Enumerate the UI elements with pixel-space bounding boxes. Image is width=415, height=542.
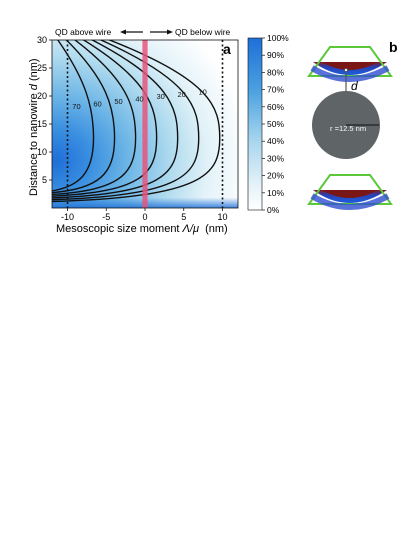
colorbar-tick-label: 0% bbox=[267, 205, 280, 215]
x-tick-label: 5 bbox=[181, 212, 186, 222]
y-axis-label: Distance to nanowire d (nm) bbox=[28, 58, 40, 196]
quantum-dot-bottom bbox=[307, 174, 393, 210]
contour-label: 40 bbox=[135, 95, 143, 104]
contour-line bbox=[52, 40, 221, 203]
colorbar-tick-label: 100% bbox=[267, 33, 289, 43]
heatmap-panel: 70 60 50 40 30 20 10 -10 -5 0 5 10 5 10 15 20 25 30 a Q… bbox=[28, 27, 239, 235]
y-tick-label: 30 bbox=[37, 35, 47, 45]
contour-line bbox=[52, 40, 116, 194]
colorbar-tick-label: 80% bbox=[267, 67, 284, 77]
nanowire-cross-section: r =12.5 nm bbox=[312, 91, 380, 159]
zero-moment-band bbox=[142, 40, 148, 208]
contour-label: 30 bbox=[156, 92, 164, 101]
colorbar-tick-label: 20% bbox=[267, 171, 284, 181]
annotation-qd-below-wire: QD below wire bbox=[175, 27, 231, 37]
contour-label: 50 bbox=[114, 97, 122, 106]
x-axis-label: Mesoscopic size moment Λ/μ (nm) bbox=[56, 223, 228, 235]
quantum-dot-top bbox=[307, 46, 393, 82]
colorbar-ticks: 100% 90% 80% 70% 60% 50% 40% 30% 20% 10% 0% bbox=[262, 33, 289, 215]
colorbar-tick-label: 70% bbox=[267, 85, 284, 95]
contour-line bbox=[52, 40, 95, 192]
colorbar-tick-label: 10% bbox=[267, 188, 284, 198]
x-axis-ticks: -10 -5 0 5 10 bbox=[61, 208, 228, 222]
distance-marker: d bbox=[344, 68, 358, 93]
contour-line bbox=[52, 40, 200, 201]
panel-label-a: a bbox=[223, 41, 231, 57]
x-tick-label: -5 bbox=[102, 212, 110, 222]
colorbar-tick-label: 90% bbox=[267, 50, 284, 60]
y-tick-label: 25 bbox=[37, 63, 47, 73]
schematic-panel: b d r =12.5 nm bbox=[307, 39, 398, 210]
panel-label-b: b bbox=[389, 39, 398, 55]
y-tick-label: 10 bbox=[37, 147, 47, 157]
contour-line bbox=[52, 40, 158, 197]
colorbar-tick-label: 50% bbox=[267, 119, 284, 129]
colorbar-tick-label: 40% bbox=[267, 136, 284, 146]
contour-line bbox=[52, 40, 137, 196]
y-tick-label: 15 bbox=[37, 119, 47, 129]
x-tick-label: -10 bbox=[61, 212, 74, 222]
contour-labels: 70 60 50 40 30 20 10 bbox=[72, 87, 207, 110]
colorbar-tick-label: 60% bbox=[267, 102, 284, 112]
y-tick-label: 5 bbox=[42, 175, 47, 185]
contour-label: 60 bbox=[93, 99, 101, 108]
x-tick-label: 0 bbox=[142, 212, 147, 222]
contour-label: 20 bbox=[177, 90, 185, 99]
y-tick-label: 20 bbox=[37, 91, 47, 101]
colorbar-gradient bbox=[247, 37, 263, 211]
x-tick-label: 10 bbox=[217, 212, 227, 222]
annotation-qd-above-wire: QD above wire bbox=[55, 27, 111, 37]
contour-label: 70 bbox=[72, 102, 80, 111]
annotation-arrows bbox=[120, 29, 173, 35]
radius-label: r =12.5 nm bbox=[330, 124, 366, 133]
y-axis-ticks: 5 10 15 20 25 30 bbox=[37, 35, 52, 185]
contour-label: 10 bbox=[199, 87, 207, 96]
colorbar-tick-label: 30% bbox=[267, 153, 284, 163]
colorbar: 100% 90% 80% 70% 60% 50% 40% 30% 20% 10% 0% bbox=[247, 33, 289, 215]
distance-label-d: d bbox=[351, 79, 358, 93]
